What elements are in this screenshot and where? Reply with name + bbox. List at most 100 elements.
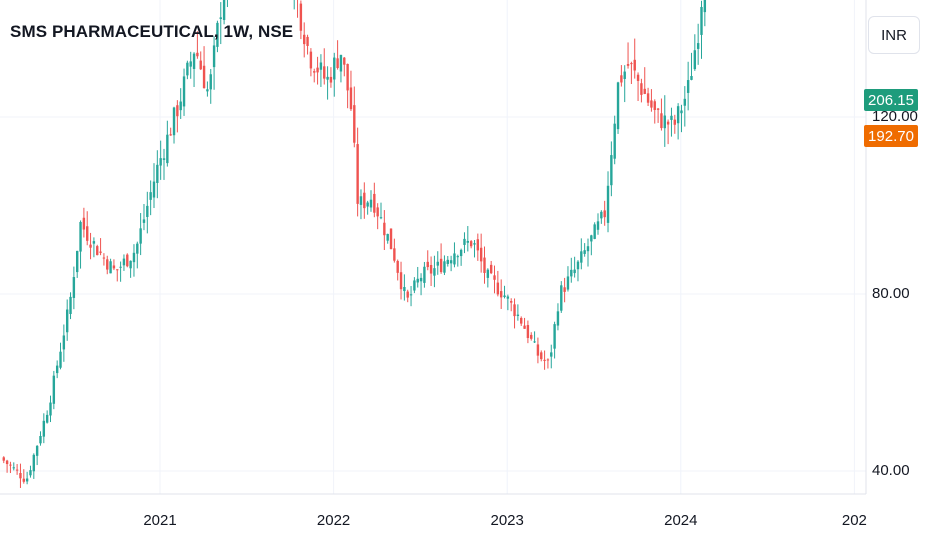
candle-body (69, 296, 72, 315)
candle-body (673, 119, 676, 125)
candle-body (186, 62, 189, 76)
candle-body (409, 294, 413, 296)
candle-body (423, 266, 426, 283)
candle-body (89, 244, 92, 248)
candle-body (600, 211, 603, 219)
last-price-tag: 206.15 (864, 89, 918, 111)
candle-body (703, 0, 707, 13)
candle-body (443, 261, 446, 273)
candle-body (610, 155, 613, 186)
candle-body (336, 58, 339, 69)
candle-body (159, 158, 162, 166)
candle-body (299, 3, 303, 31)
candle-body (343, 57, 346, 65)
candle-body (72, 277, 76, 298)
candle-body (403, 287, 406, 292)
candle-body (309, 51, 313, 69)
candle-body (489, 264, 493, 274)
candle-body (446, 259, 449, 264)
candle-body (162, 158, 166, 160)
candle-body (79, 221, 82, 252)
candle-body (86, 226, 89, 241)
candle-body (616, 82, 620, 130)
candle-body (576, 261, 580, 270)
candle-body (453, 253, 456, 265)
candle-body (222, 0, 226, 21)
level-price-tag: 192.70 (864, 125, 918, 147)
candle-body (586, 246, 590, 252)
candle-body (359, 196, 363, 205)
candle-body (39, 436, 42, 444)
candle-body (516, 314, 520, 316)
candle-body (650, 100, 653, 108)
candle-body (573, 269, 576, 274)
candle-body (149, 192, 152, 200)
candle-body (553, 324, 556, 349)
candle-body (166, 134, 169, 164)
candle-body (536, 344, 540, 356)
candle-body (530, 334, 533, 339)
candle-body (96, 246, 99, 256)
candle-body (550, 352, 553, 357)
candle-body (413, 280, 416, 291)
candle-body (313, 71, 316, 73)
candle-body (45, 414, 49, 423)
candle-body (142, 219, 146, 223)
candle-body (660, 113, 663, 129)
candle-body (2, 457, 5, 461)
x-tick-label: 2023 (490, 512, 524, 529)
candle-body (623, 71, 626, 79)
candle-body (563, 287, 566, 292)
candle-body (373, 193, 376, 213)
candle-body (560, 285, 563, 311)
candle-body (323, 66, 326, 79)
candle-body (206, 89, 209, 92)
candle-body (139, 228, 142, 244)
candle-body (520, 317, 523, 324)
x-tick-label: 2022 (316, 512, 351, 529)
candle-body (663, 115, 666, 129)
candle-body (533, 341, 536, 343)
candle-body (132, 252, 136, 263)
candle-body (603, 210, 606, 218)
candle-body (333, 57, 336, 80)
candle-body (666, 121, 670, 125)
candle-body (540, 352, 543, 360)
candle-body (570, 269, 573, 277)
y-tick-label: 40.00 (872, 462, 910, 479)
candle-body (62, 335, 66, 350)
candle-body (349, 87, 353, 110)
candle-body (99, 251, 102, 253)
candle-body (383, 222, 386, 236)
candle-body (179, 101, 182, 111)
candle-body (212, 45, 216, 68)
candle-body (590, 235, 593, 242)
candle-body (613, 123, 616, 159)
candle-body (326, 76, 329, 80)
candle-body (189, 61, 192, 67)
candle-body (580, 251, 583, 263)
candle-body (630, 63, 633, 65)
candle-body (426, 261, 429, 268)
chart-grid (0, 0, 866, 494)
candle-body (122, 258, 126, 266)
candle-body (596, 221, 600, 230)
candle-body (356, 144, 359, 204)
candle-body (436, 261, 439, 266)
candle-body (543, 359, 546, 361)
candle-body (646, 93, 650, 103)
candle-body (439, 258, 443, 273)
candle-body (523, 325, 526, 329)
candle-body (620, 75, 623, 83)
candle-body (556, 311, 560, 326)
candle-body (209, 74, 212, 90)
candle-body (680, 110, 683, 114)
candle-body (319, 62, 323, 70)
candle-body (486, 269, 490, 278)
candle-body (429, 264, 433, 274)
candle-body (59, 351, 62, 368)
candle-body (449, 260, 453, 264)
currency-button[interactable]: INR (868, 16, 920, 54)
candle-body (152, 181, 156, 198)
